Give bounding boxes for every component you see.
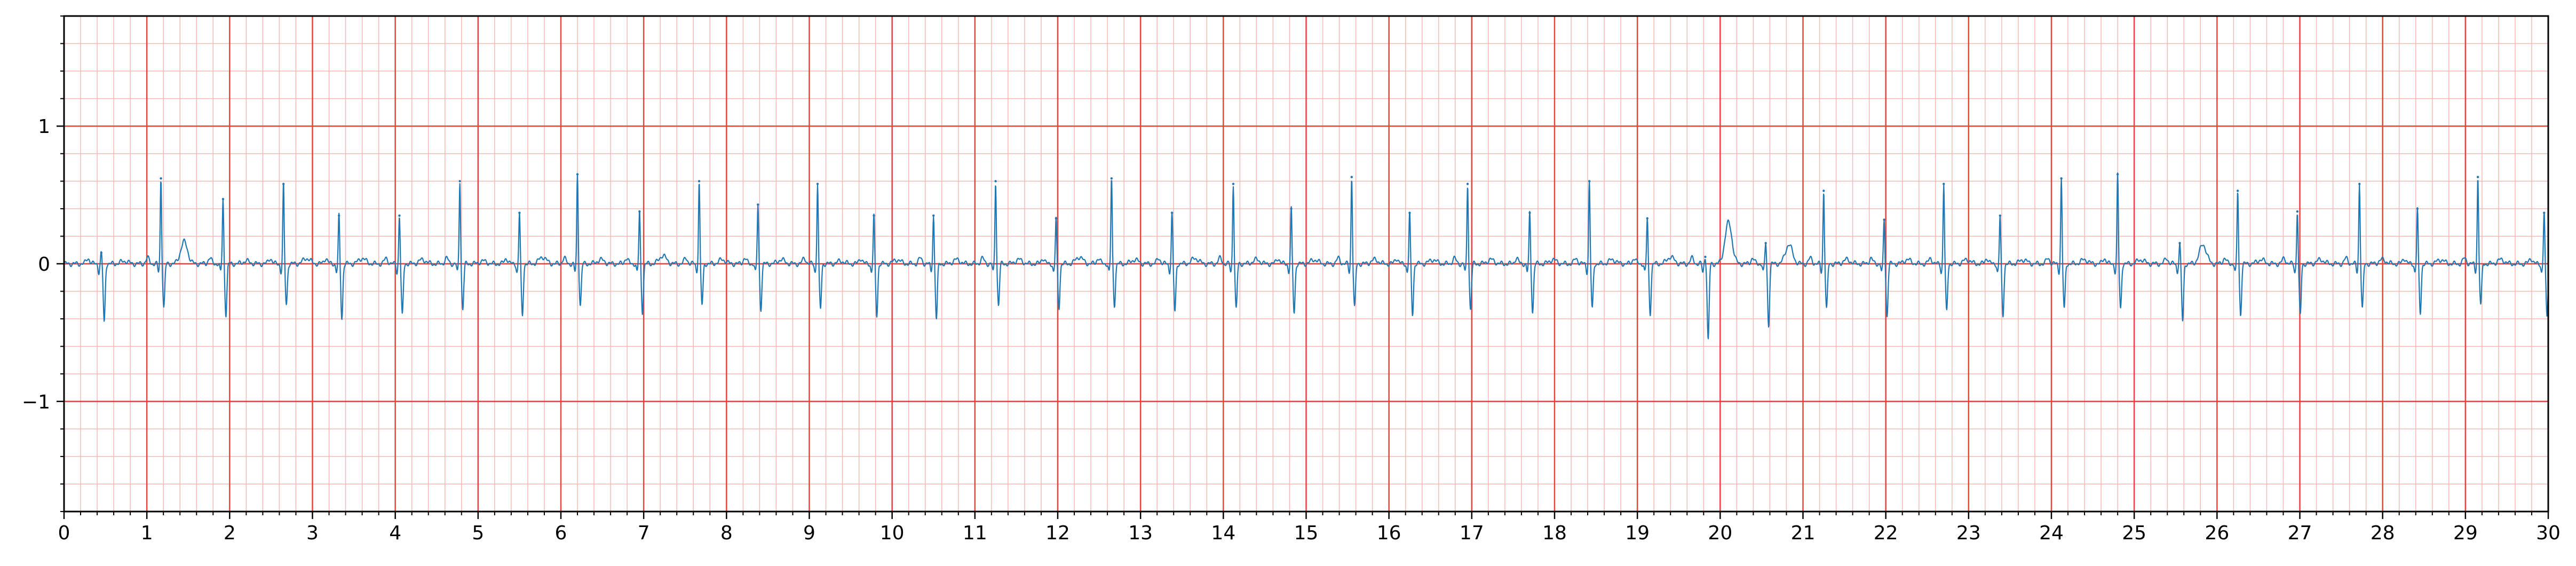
x-tick-label: 26 xyxy=(2205,522,2229,544)
r-peak-point xyxy=(1466,183,1469,185)
r-peak-point xyxy=(1290,207,1293,210)
x-tick-label: 8 xyxy=(720,522,733,544)
r-peak-point xyxy=(1232,183,1235,185)
r-peak-point xyxy=(2543,211,2546,214)
x-tick-label: 23 xyxy=(1956,522,1981,544)
y-axis-ticks: 1 0 −1 xyxy=(22,15,64,512)
x-tick-label: 15 xyxy=(1294,522,1319,544)
r-peak-point xyxy=(1170,211,1174,214)
r-peak-point xyxy=(2178,242,2181,245)
r-peak-point xyxy=(932,214,935,217)
x-tick-label: 0 xyxy=(58,522,70,544)
x-tick-label: 24 xyxy=(2039,522,2064,544)
r-peak-point xyxy=(518,211,521,214)
x-tick-label: 19 xyxy=(1625,522,1650,544)
x-tick-label: 30 xyxy=(2536,522,2561,544)
x-tick-label: 4 xyxy=(389,522,401,544)
r-peak-point xyxy=(337,214,340,217)
x-tick-label: 14 xyxy=(1211,522,1235,544)
x-tick-label: 16 xyxy=(1377,522,1401,544)
r-peak-point xyxy=(282,183,285,185)
r-peak-point xyxy=(458,180,461,183)
ecg-trace xyxy=(63,172,2549,340)
r-peak-point xyxy=(221,198,225,201)
r-peak-point xyxy=(1528,211,1531,214)
y-tick-label: 1 xyxy=(38,116,50,138)
r-peak-point xyxy=(1822,190,1825,192)
x-tick-label: 25 xyxy=(2122,522,2146,544)
x-tick-label: 29 xyxy=(2453,522,2478,544)
r-peak-point xyxy=(1588,180,1591,183)
r-peak-point xyxy=(100,251,103,254)
r-peak-point xyxy=(1883,218,1885,221)
r-peak-point xyxy=(816,183,819,185)
x-tick-label: 7 xyxy=(638,522,650,544)
r-peak-point xyxy=(994,180,997,183)
x-tick-label: 21 xyxy=(1791,522,1816,544)
y-tick-label: 0 xyxy=(38,254,50,276)
x-tick-label: 6 xyxy=(555,522,567,544)
r-peak-point xyxy=(1110,177,1113,180)
x-tick-label: 13 xyxy=(1128,522,1153,544)
r-peak-point xyxy=(2236,190,2239,192)
x-tick-label: 1 xyxy=(141,522,153,544)
r-peak-point xyxy=(1646,217,1648,220)
x-tick-label: 27 xyxy=(2288,522,2312,544)
r-peak-point xyxy=(2476,176,2479,178)
x-tick-label: 28 xyxy=(2371,522,2395,544)
x-tick-label: 11 xyxy=(963,522,987,544)
r-peak-point xyxy=(1704,255,1707,258)
x-axis-ticks: 0 1 2 3 4 5 6 7 8 9 10 11 12 13 14 15 16 17 18 19 20 21 22 23 24… xyxy=(58,512,2561,544)
x-tick-label: 3 xyxy=(306,522,319,544)
r-peak-point xyxy=(873,214,875,217)
r-peak-point xyxy=(2116,173,2119,176)
x-tick-label: 10 xyxy=(880,522,905,544)
r-peak-point xyxy=(638,210,641,213)
r-peak-point xyxy=(1943,183,1945,185)
y-tick-label: −1 xyxy=(22,391,50,413)
r-peak-point xyxy=(757,203,759,206)
x-tick-label: 20 xyxy=(1708,522,1732,544)
r-peak-point xyxy=(1350,176,1353,178)
x-tick-label: 18 xyxy=(1542,522,1567,544)
r-peak-point xyxy=(1055,217,1058,220)
x-tick-label: 2 xyxy=(224,522,236,544)
r-peak-point xyxy=(160,177,162,180)
r-peak-point xyxy=(1408,211,1411,214)
r-peak-point xyxy=(1764,242,1767,245)
x-tick-label: 17 xyxy=(1460,522,1484,544)
r-peak-point xyxy=(2296,210,2299,213)
x-tick-label: 12 xyxy=(1045,522,1070,544)
x-tick-label: 9 xyxy=(803,522,815,544)
r-peak-point xyxy=(697,180,701,183)
x-tick-label: 22 xyxy=(1874,522,1898,544)
r-peak-point xyxy=(398,214,401,217)
r-peak-point xyxy=(576,173,579,176)
r-peak-point xyxy=(2416,207,2419,210)
r-peak-point xyxy=(2358,183,2361,185)
x-tick-label: 5 xyxy=(472,522,484,544)
r-peak-point xyxy=(2060,177,2063,180)
r-peak-point xyxy=(1999,214,2001,217)
series-layer xyxy=(63,172,2549,340)
